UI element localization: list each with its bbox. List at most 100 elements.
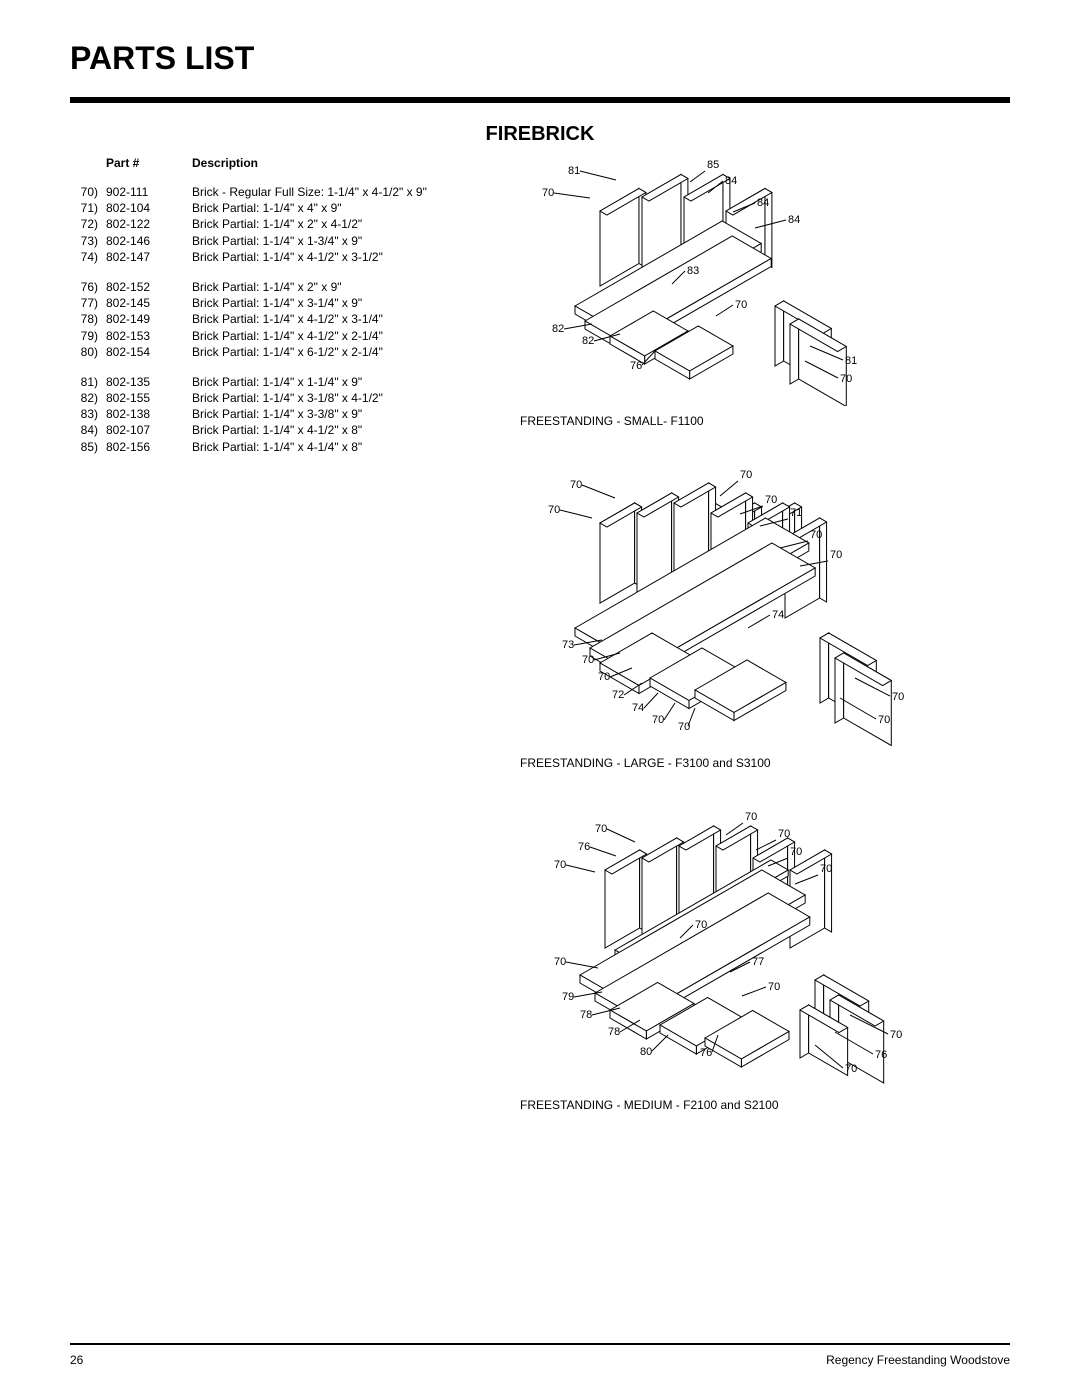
row-part: 802-145 [106,295,192,311]
table-header: Part # Description [70,156,500,170]
svg-text:77: 77 [752,956,764,968]
svg-text:70: 70 [810,529,822,541]
svg-text:70: 70 [790,846,802,858]
row-index: 70) [70,184,106,200]
row-part: 802-138 [106,406,192,422]
row-desc: Brick Partial: 1-1/4" x 4-1/2" x 2-1/4" [192,328,500,344]
row-part: 802-122 [106,216,192,232]
table-row: 79)802-153Brick Partial: 1-1/4" x 4-1/2"… [70,328,500,344]
row-desc: Brick Partial: 1-1/4" x 3-1/8" x 4-1/2" [192,390,500,406]
page: PARTS LIST FIREBRICK Part # Description … [0,0,1080,1397]
table-row: 70)902-111Brick - Regular Full Size: 1-1… [70,184,500,200]
svg-text:70: 70 [845,1063,857,1075]
footer-rule [70,1343,1010,1345]
row-index: 82) [70,390,106,406]
row-index: 78) [70,311,106,327]
header-part: Part # [106,156,192,170]
row-part: 802-104 [106,200,192,216]
svg-text:70: 70 [554,956,566,968]
content: Part # Description 70)902-111Brick - Reg… [70,156,1010,1152]
section-title: FIREBRICK [70,123,1010,146]
page-title: PARTS LIST [70,40,1010,77]
svg-text:85: 85 [707,159,719,171]
svg-text:70: 70 [548,504,560,516]
svg-text:71: 71 [790,507,802,519]
row-desc: Brick Partial: 1-1/4" x 4-1/2" x 3-1/2" [192,249,500,265]
table-row: 74)802-147Brick Partial: 1-1/4" x 4-1/2"… [70,249,500,265]
table-row: 73)802-146Brick Partial: 1-1/4" x 1-3/4"… [70,233,500,249]
row-index: 73) [70,233,106,249]
table-row: 80)802-154Brick Partial: 1-1/4" x 6-1/2"… [70,344,500,360]
svg-text:78: 78 [608,1026,620,1038]
row-desc: Brick Partial: 1-1/4" x 1-1/4" x 9" [192,374,500,390]
svg-text:70: 70 [890,1029,902,1041]
svg-text:70: 70 [830,549,842,561]
row-part: 802-147 [106,249,192,265]
row-desc: Brick Partial: 1-1/4" x 6-1/2" x 2-1/4" [192,344,500,360]
row-part: 802-155 [106,390,192,406]
row-part: 902-111 [106,184,192,200]
firebrick-diagram-medium: 70767070707070707077707978788076707670 [520,810,920,1090]
table-row: 72)802-122Brick Partial: 1-1/4" x 2" x 4… [70,216,500,232]
svg-text:84: 84 [788,214,800,226]
table-row: 71)802-104Brick Partial: 1-1/4" x 4" x 9… [70,200,500,216]
svg-text:70: 70 [598,671,610,683]
header-desc: Description [192,156,258,170]
table-row: 82)802-155Brick Partial: 1-1/4" x 3-1/8"… [70,390,500,406]
row-index: 80) [70,344,106,360]
svg-text:76: 76 [700,1047,712,1059]
row-index: 79) [70,328,106,344]
table-row: 76)802-152Brick Partial: 1-1/4" x 2" x 9… [70,279,500,295]
row-index: 83) [70,406,106,422]
row-desc: Brick Partial: 1-1/4" x 1-3/4" x 9" [192,233,500,249]
row-desc: Brick Partial: 1-1/4" x 3-1/4" x 9" [192,295,500,311]
svg-text:76: 76 [630,360,642,372]
svg-text:70: 70 [745,811,757,823]
svg-text:70: 70 [820,863,832,875]
table-row: 84)802-107Brick Partial: 1-1/4" x 4-1/2"… [70,422,500,438]
svg-text:70: 70 [582,654,594,666]
svg-text:82: 82 [552,323,564,335]
svg-text:70: 70 [735,299,747,311]
row-index: 84) [70,422,106,438]
row-index: 81) [70,374,106,390]
table-row: 85)802-156Brick Partial: 1-1/4" x 4-1/4"… [70,439,500,455]
firebrick-diagram-small: 81708584848483708282768170 [520,156,900,406]
firebrick-diagram-large: 7070707071707074737070727470707070 [520,468,920,748]
row-part: 802-135 [106,374,192,390]
svg-text:70: 70 [678,721,690,733]
svg-text:82: 82 [582,335,594,347]
diagram-medium: 70767070707070707077707978788076707670 F… [520,810,1010,1112]
svg-text:70: 70 [595,823,607,835]
row-part: 802-107 [106,422,192,438]
row-index: 74) [70,249,106,265]
row-part: 802-149 [106,311,192,327]
row-index: 77) [70,295,106,311]
row-desc: Brick Partial: 1-1/4" x 4-1/2" x 3-1/4" [192,311,500,327]
row-index: 85) [70,439,106,455]
diagrams-column: 81708584848483708282768170 FREESTANDING … [520,156,1010,1152]
row-desc: Brick Partial: 1-1/4" x 4" x 9" [192,200,500,216]
svg-text:70: 70 [878,714,890,726]
svg-text:70: 70 [765,494,777,506]
svg-text:76: 76 [875,1049,887,1061]
svg-text:70: 70 [778,828,790,840]
title-rule [70,97,1010,103]
table-row: 77)802-145Brick Partial: 1-1/4" x 3-1/4"… [70,295,500,311]
svg-text:84: 84 [757,197,769,209]
table-row: 83)802-138Brick Partial: 1-1/4" x 3-3/8"… [70,406,500,422]
row-index: 72) [70,216,106,232]
svg-text:83: 83 [687,265,699,277]
svg-text:84: 84 [725,175,737,187]
svg-text:76: 76 [578,841,590,853]
page-number: 26 [70,1353,83,1367]
caption-small: FREESTANDING - SMALL- F1100 [520,414,1010,428]
row-part: 802-146 [106,233,192,249]
row-part: 802-154 [106,344,192,360]
row-part: 802-153 [106,328,192,344]
svg-text:70: 70 [892,691,904,703]
row-index: 71) [70,200,106,216]
row-desc: Brick Partial: 1-1/4" x 4-1/4" x 8" [192,439,500,455]
doc-title: Regency Freestanding Woodstove [826,1353,1010,1367]
diagram-large: 7070707071707074737070727470707070 FREES… [520,468,1010,770]
